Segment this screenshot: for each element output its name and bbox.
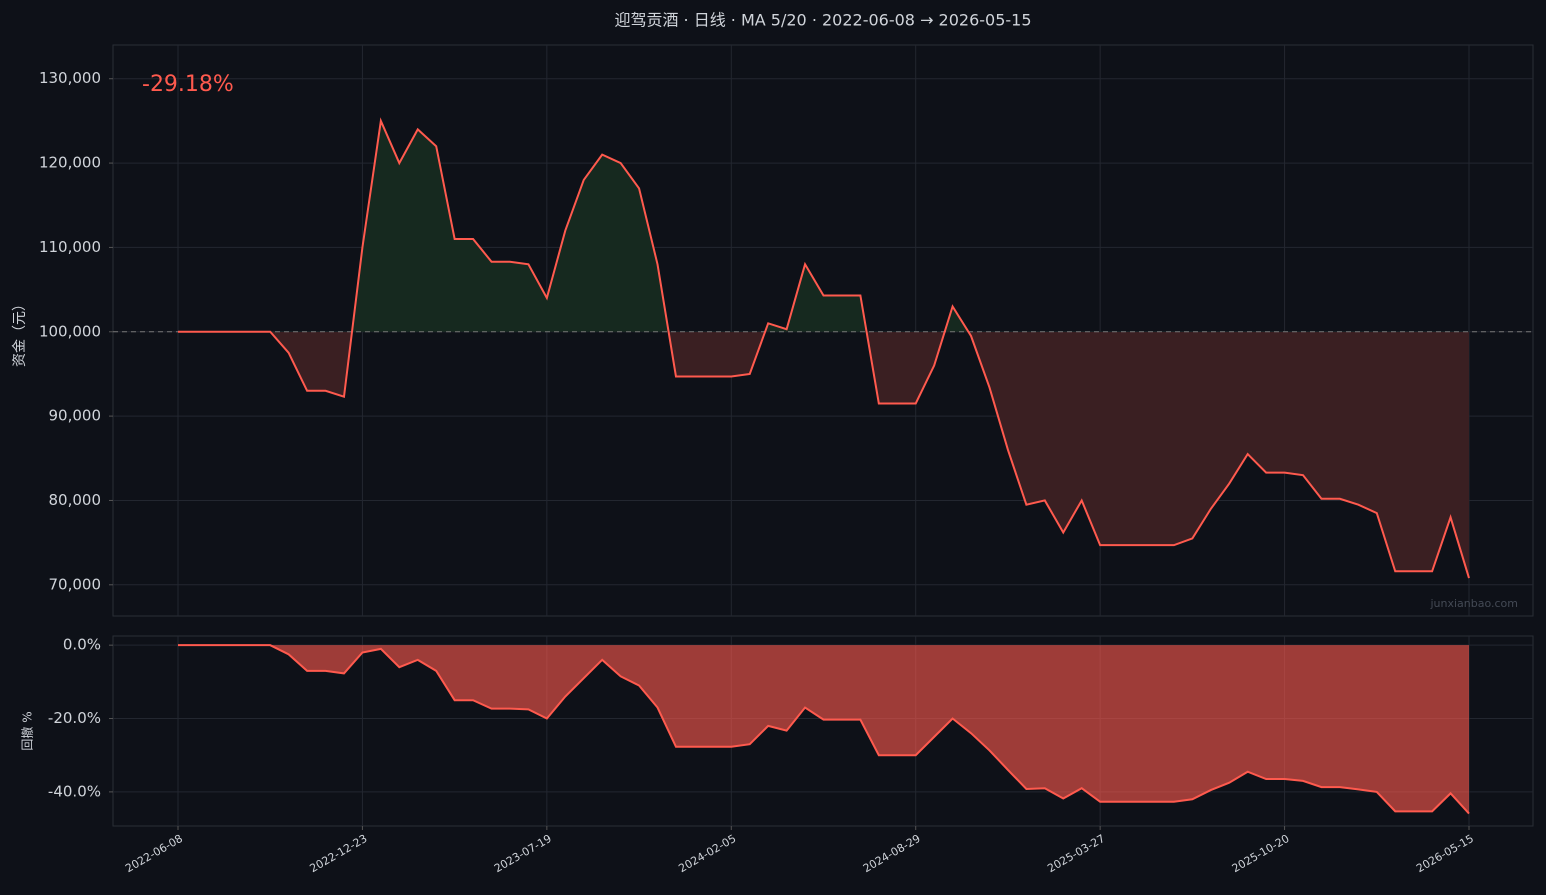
x-tick-label: 2025-10-20 xyxy=(1230,832,1292,875)
y-tick-label: 100,000 xyxy=(39,322,101,340)
area-loss xyxy=(270,332,1469,579)
y-tick-label: 80,000 xyxy=(49,491,102,509)
x-tick-label: 2024-02-05 xyxy=(676,832,738,875)
y-axis-label: 回撤 % xyxy=(20,711,35,750)
area-gain xyxy=(178,120,1469,332)
area xyxy=(178,645,1469,814)
annotation: -29.18% xyxy=(142,72,234,97)
y-tick-label: 130,000 xyxy=(39,69,101,87)
panel xyxy=(112,635,1534,827)
line xyxy=(178,117,1470,579)
y-tick-label: -40.0% xyxy=(48,782,101,800)
x-tick-label: 2022-06-08 xyxy=(123,832,185,875)
x-tick-label: 2026-05-15 xyxy=(1414,832,1476,875)
x-tick-label: 2025-03-27 xyxy=(1045,832,1107,875)
x-tick-label: 2022-12-23 xyxy=(308,832,370,875)
y-tick-label: 120,000 xyxy=(39,154,101,172)
line xyxy=(178,644,1470,815)
y-tick-label: 110,000 xyxy=(39,238,101,256)
y-axis-label: 资金（元） xyxy=(12,297,28,367)
y-tick-label: 90,000 xyxy=(49,407,102,425)
panel xyxy=(112,44,1534,617)
x-tick-label: 2023-07-19 xyxy=(492,832,554,875)
y-tick-label: 0.0% xyxy=(63,636,101,654)
y-tick-label: 70,000 xyxy=(49,575,102,593)
x-tick-label: 2024-08-29 xyxy=(861,832,923,875)
y-tick-label: -20.0% xyxy=(48,709,101,727)
watermark: junxianbao.com xyxy=(1429,597,1518,610)
chart-title: 迎驾贡酒 · 日线 · MA 5/20 · 2022-06-08 → 2026-… xyxy=(614,11,1031,30)
